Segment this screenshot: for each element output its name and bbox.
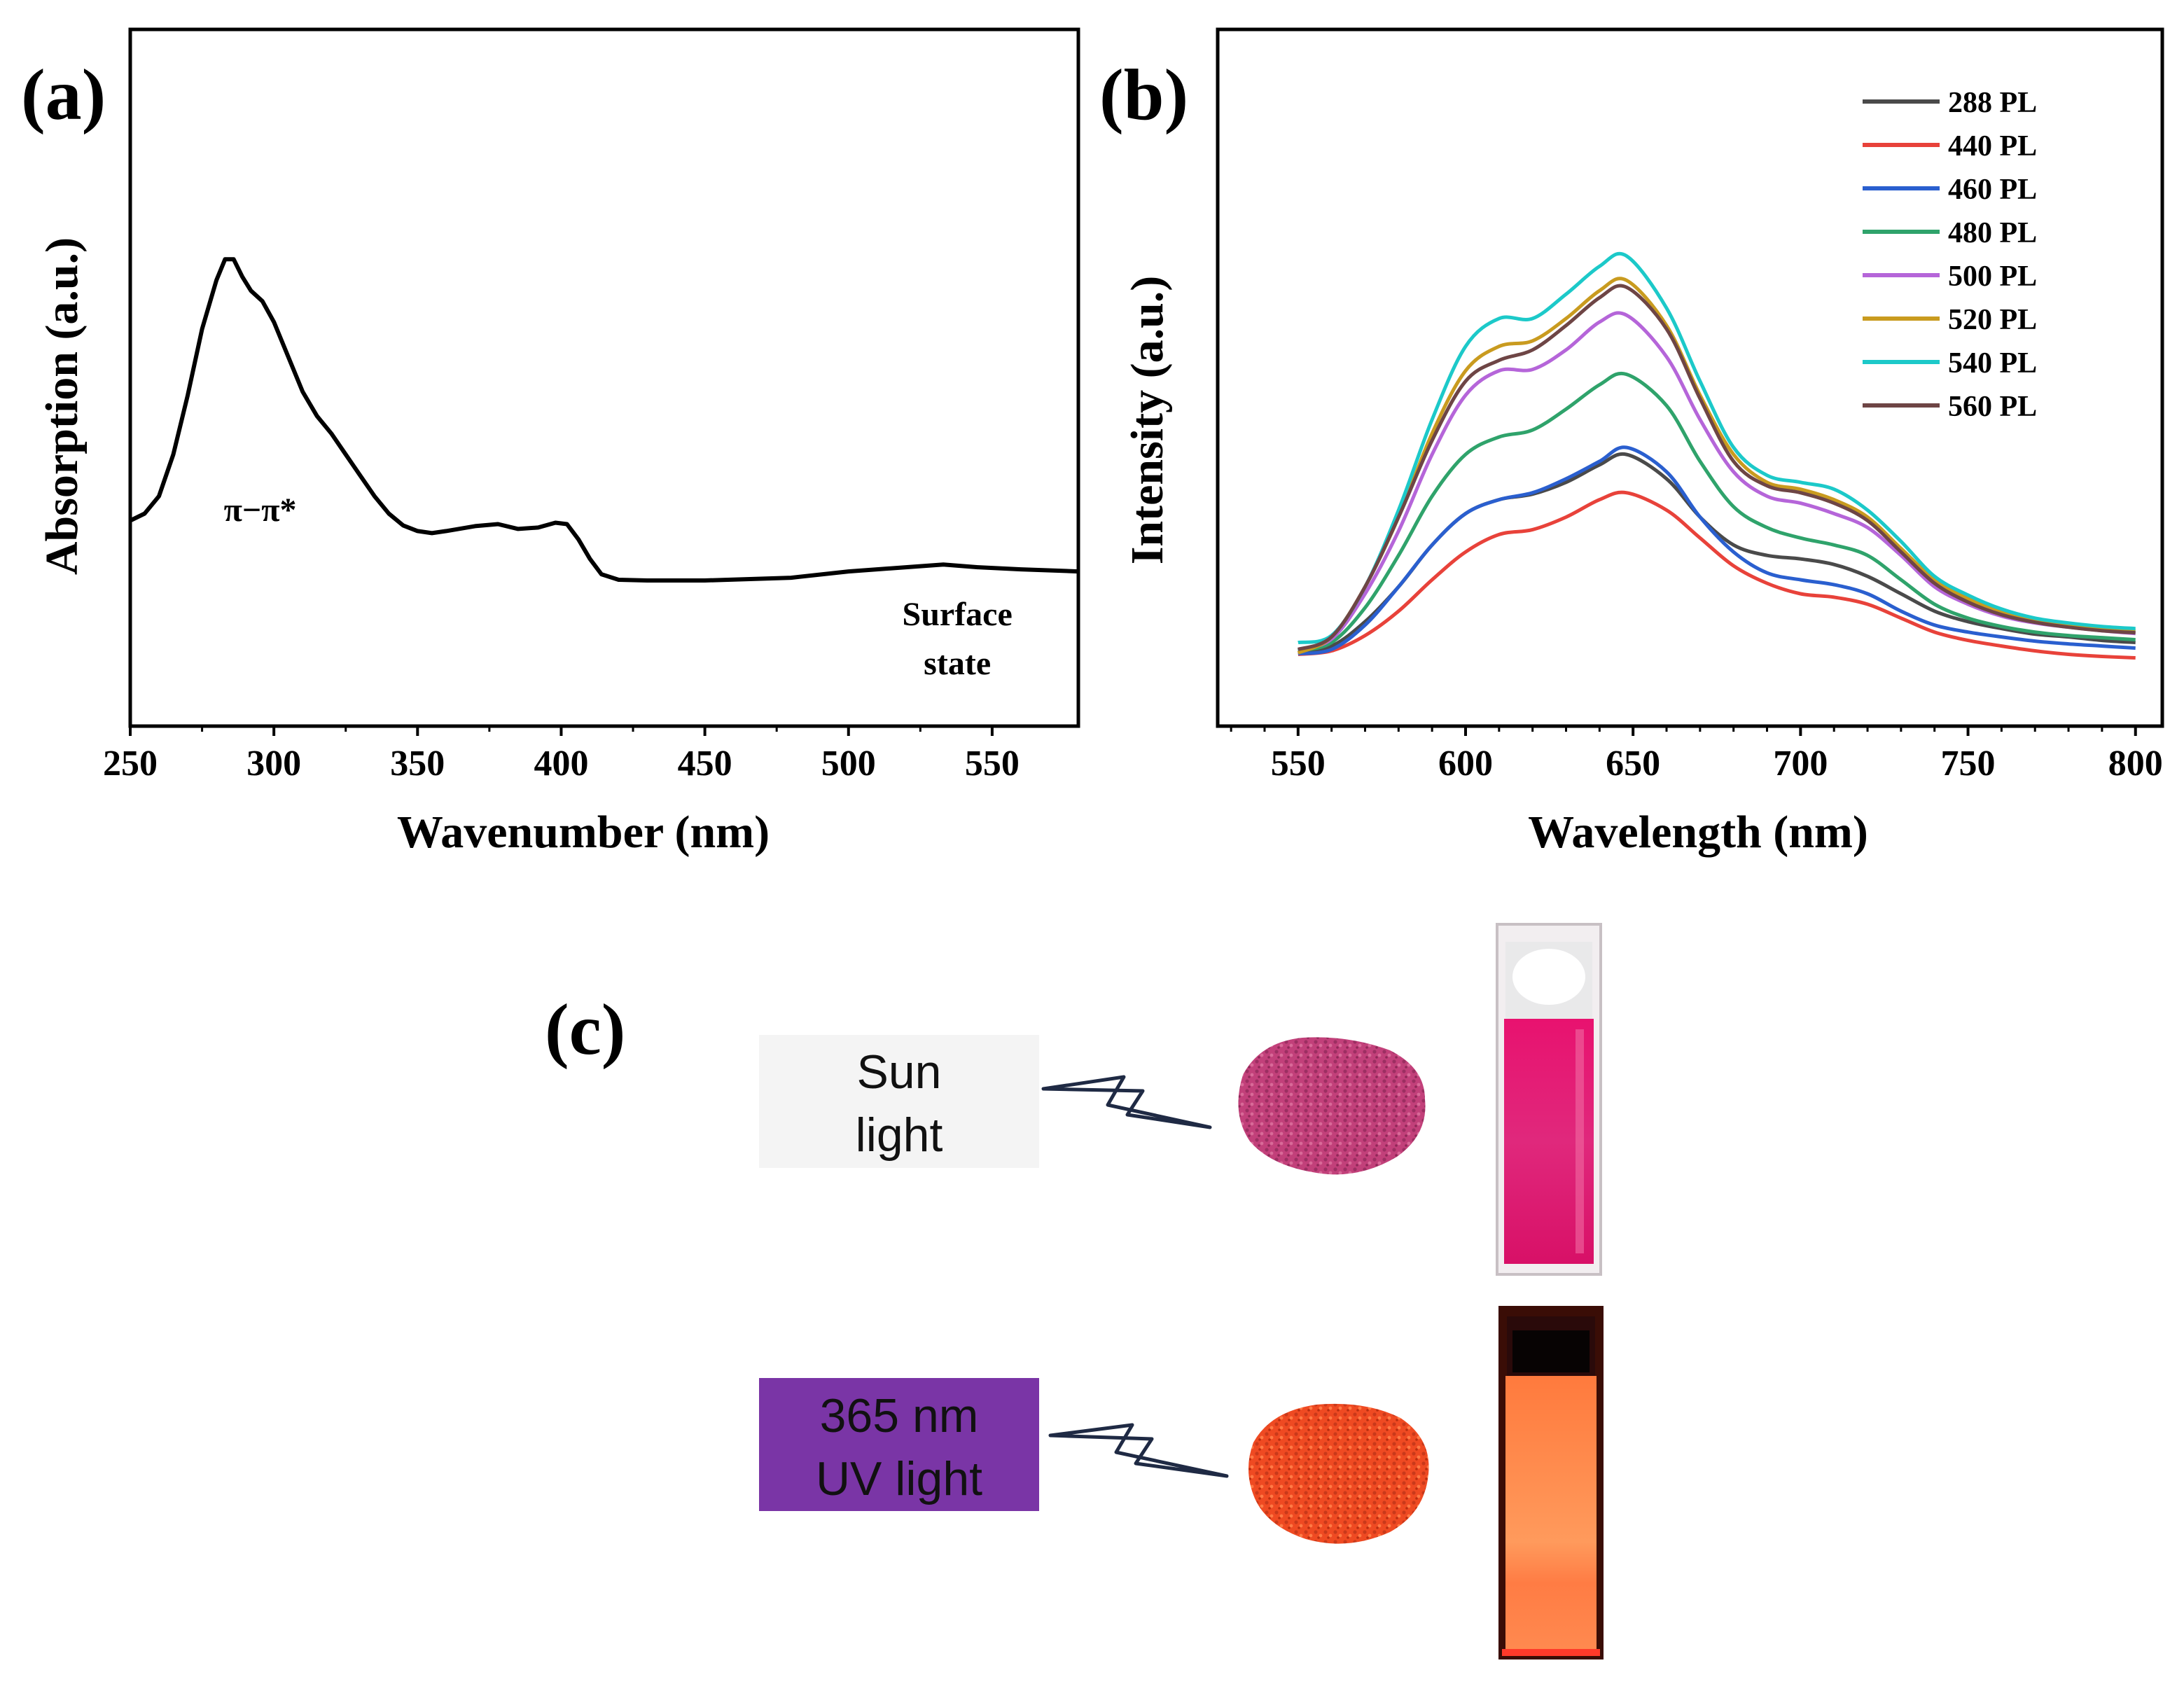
- red-powder-image: [1248, 1403, 1429, 1544]
- panel-b-x-tick-label: 700: [1773, 744, 1828, 784]
- uv-cuvette-image: [1498, 1306, 1604, 1659]
- panel-c-label: (c): [545, 989, 625, 1070]
- panel-b: (b) 550 600 650 700 750 800 288 PL 440 PL 460 P…: [1099, 27, 2164, 858]
- panel-b-x-tick-label: 600: [1438, 744, 1493, 784]
- panel-b-x-axis-title: Wavelength (nm): [1528, 807, 1868, 858]
- panel-a-x-tick-label: 500: [821, 744, 876, 784]
- legend-label: 520 PL: [1948, 304, 2037, 336]
- absorption-line: [129, 257, 1079, 583]
- panel-b-label: (b): [1099, 55, 1188, 135]
- sun-light-label-line2: light: [856, 1108, 943, 1162]
- panel-b-x-tick-label: 650: [1606, 744, 1660, 784]
- surface-state-annotation-line2: state: [924, 645, 991, 682]
- panel-b-y-axis-title: Intensity (a.u.): [1122, 276, 1173, 565]
- panel-a-x-axis-title: Wavenumber (nm): [397, 807, 770, 858]
- panel-a-label: (a): [21, 55, 106, 135]
- panel-b-series: [1297, 251, 2136, 660]
- panel-a-x-tick-label: 550: [965, 744, 1020, 784]
- panel-b-x-tick-label: 750: [1941, 744, 1996, 784]
- panel-b-legend: 288 PL 440 PL 460 PL 480 PL 500 PL 520 PL 540 …: [1863, 87, 2037, 423]
- pl-series-line-480-pl: [1298, 371, 2136, 653]
- lightning-bolt-icon: [1048, 1423, 1229, 1478]
- legend-label: 540 PL: [1948, 347, 2037, 380]
- pl-series-line-560-pl: [1297, 284, 2136, 651]
- pl-series-line-540-pl: [1298, 251, 2136, 645]
- legend-label: 500 PL: [1948, 260, 2037, 293]
- panel-b-frame: [1216, 27, 2164, 728]
- panel-b-x-ticks: 550 600 650 700 750 800: [1230, 726, 2163, 784]
- sun-light-label-line1: Sun: [857, 1045, 942, 1099]
- panel-b-x-tick-label: 800: [2108, 744, 2163, 784]
- legend-label: 440 PL: [1948, 130, 2037, 162]
- panel-a-x-tick-label: 300: [246, 744, 301, 784]
- panel-c: (c) Sun light 365 nm UV light: [545, 923, 1604, 1659]
- sun-light-label-box: [759, 1035, 1039, 1168]
- lightning-bolt-icon: [1041, 1075, 1212, 1129]
- pl-series-line-460-pl: [1298, 445, 2136, 655]
- panel-a: (a) 250 300 350 400 450 500 550 π−π* Surface s…: [21, 27, 1080, 858]
- pl-series-line-440-pl: [1298, 490, 2136, 660]
- panel-a-frame: [128, 27, 1080, 728]
- legend-label: 460 PL: [1948, 174, 2037, 206]
- uv-light-label-line1: 365 nm: [820, 1389, 979, 1442]
- panel-a-x-tick-label: 400: [534, 744, 588, 784]
- panel-a-y-axis-title: Absorption (a.u.): [36, 237, 88, 575]
- panel-a-x-tick-label: 250: [103, 744, 158, 784]
- uv-light-label-box: [759, 1378, 1039, 1511]
- panel-a-x-tick-label: 350: [390, 744, 445, 784]
- legend-label: 480 PL: [1948, 217, 2037, 249]
- panel-b-x-tick-label: 550: [1271, 744, 1326, 784]
- panel-a-x-ticks: 250 300 350 400 450 500 550: [103, 726, 1020, 784]
- pink-powder-image: [1238, 1037, 1426, 1175]
- panel-a-x-tick-label: 450: [678, 744, 732, 784]
- pi-pi-star-annotation: π−π*: [224, 492, 297, 529]
- surface-state-annotation-line1: Surface: [903, 596, 1013, 633]
- uv-light-label-line2: UV light: [816, 1452, 982, 1505]
- pink-cuvette-image: [1496, 923, 1602, 1276]
- legend-label: 560 PL: [1948, 391, 2037, 423]
- legend-label: 288 PL: [1948, 87, 2037, 119]
